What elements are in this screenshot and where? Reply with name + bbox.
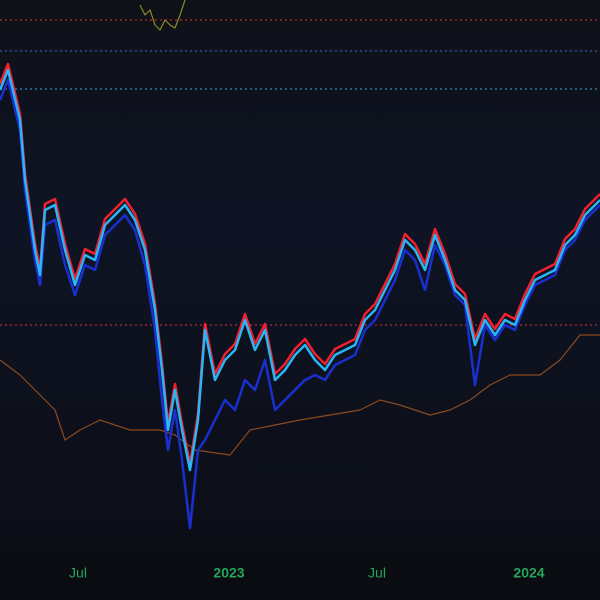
series-line xyxy=(0,334,600,456)
series-line xyxy=(0,68,600,472)
x-tick-label: 2023 xyxy=(213,565,244,581)
series-line xyxy=(139,0,186,31)
x-tick-label: Jul xyxy=(368,565,386,581)
series-line xyxy=(0,78,600,530)
x-tick-label: Jul xyxy=(69,565,87,581)
plot-background xyxy=(0,0,600,553)
x-tick-label: 2024 xyxy=(513,565,544,581)
series-line xyxy=(0,62,600,466)
x-axis-strip xyxy=(0,553,600,600)
